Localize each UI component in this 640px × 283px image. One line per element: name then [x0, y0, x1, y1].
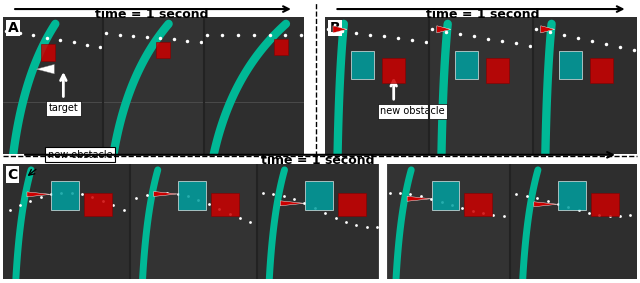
Bar: [338, 193, 365, 216]
Bar: [558, 181, 586, 210]
Bar: [211, 193, 239, 216]
Bar: [84, 193, 112, 216]
Bar: [130, 164, 257, 279]
Bar: [431, 181, 460, 210]
Bar: [591, 193, 619, 216]
Bar: [325, 17, 429, 154]
Text: C: C: [8, 168, 18, 182]
Text: A: A: [8, 21, 19, 35]
Bar: [3, 17, 104, 154]
Text: target: target: [49, 104, 78, 113]
Bar: [104, 17, 204, 154]
Bar: [351, 51, 374, 79]
Text: time = 1 second: time = 1 second: [426, 8, 540, 22]
Text: time = 1 second: time = 1 second: [95, 8, 209, 22]
Bar: [510, 164, 637, 279]
Text: B: B: [330, 21, 340, 35]
Bar: [156, 42, 170, 58]
Bar: [204, 17, 304, 154]
Bar: [429, 17, 533, 154]
Bar: [257, 164, 383, 279]
Bar: [455, 51, 478, 79]
Bar: [51, 181, 79, 210]
Bar: [178, 181, 206, 210]
Bar: [486, 58, 509, 83]
Bar: [383, 164, 510, 279]
Bar: [559, 51, 582, 79]
Bar: [465, 193, 492, 216]
Bar: [382, 58, 405, 83]
Bar: [533, 17, 637, 154]
Bar: [274, 39, 288, 55]
Bar: [42, 44, 55, 61]
Text: new obstacle: new obstacle: [380, 106, 445, 116]
Text: time = 1 second: time = 1 second: [261, 154, 375, 167]
Bar: [590, 58, 613, 83]
Bar: [3, 164, 130, 279]
Bar: [305, 181, 333, 210]
Text: new obstacle: new obstacle: [47, 149, 112, 160]
